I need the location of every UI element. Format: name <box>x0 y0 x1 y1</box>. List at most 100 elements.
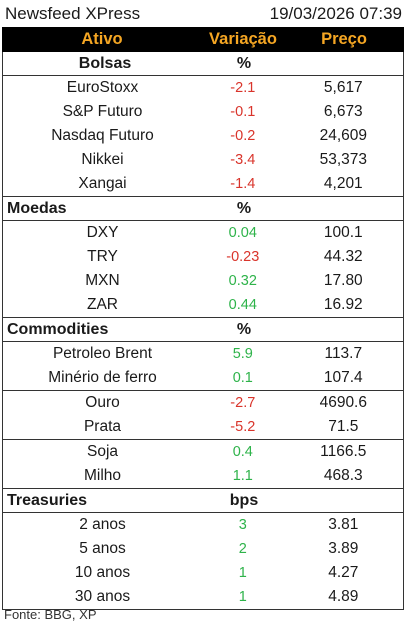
section-unit: % <box>236 320 252 338</box>
section-title: Moedas <box>7 199 67 217</box>
change-value: 2 <box>238 541 247 557</box>
change-value: -0.2 <box>230 128 256 144</box>
column-header-row: Ativo Variação Preço <box>2 27 404 52</box>
asset-name: Prata <box>83 418 122 435</box>
price-value: 4,201 <box>323 175 363 192</box>
asset-name: 5 anos <box>79 540 126 557</box>
price-value: 4.89 <box>328 588 359 605</box>
asset-name: Milho <box>83 467 122 484</box>
change-value: 0.1 <box>232 370 253 386</box>
price-value: 3.81 <box>328 516 359 533</box>
change-value: 0.4 <box>232 444 253 460</box>
timestamp: 19/03/2026 07:39 <box>269 3 402 23</box>
section-moedas: Moedas% DXY 0.04 100.1 TRY -0.23 44.32 MXN 0.32 1… <box>2 197 404 318</box>
section-unit: % <box>236 54 252 72</box>
price-value: 100.1 <box>323 224 363 241</box>
change-value: 5.9 <box>232 346 253 362</box>
price-value: 5,617 <box>323 79 363 96</box>
price-value: 3.89 <box>328 540 359 557</box>
column-header-change: Variação <box>209 30 277 48</box>
table-row: Nasdaq Futuro -0.2 24,609 <box>3 124 403 148</box>
section-title-row: Bolsas% <box>3 52 403 76</box>
asset-name: 30 anos <box>74 588 131 605</box>
price-value: 71.5 <box>328 418 359 435</box>
source-footnote: Fonte: BBG, XP <box>4 607 97 622</box>
table-row: 2 anos 3 3.81 <box>3 513 403 537</box>
change-value: 0.32 <box>228 273 257 289</box>
section-title: Bolsas <box>78 54 132 72</box>
table-row: TRY -0.23 44.32 <box>3 245 403 269</box>
table-row: 30 anos 1 4.89 <box>3 585 403 609</box>
price-value: 4690.6 <box>319 394 367 411</box>
asset-name: 10 anos <box>74 564 131 581</box>
section-title: Treasuries <box>7 491 88 509</box>
asset-name: Minério de ferro <box>48 369 157 386</box>
asset-name: 2 anos <box>79 516 126 533</box>
asset-name: DXY <box>86 224 119 241</box>
section-title: Commodities <box>7 320 109 338</box>
asset-name: Xangai <box>78 175 127 192</box>
column-header-asset: Ativo <box>81 30 123 48</box>
section-commodities: Commodities% Petroleo Brent 5.9 113.7 Minéri… <box>2 318 404 489</box>
change-value: 1 <box>238 589 247 605</box>
price-value: 16.92 <box>323 296 363 313</box>
price-value: 6,673 <box>323 103 363 120</box>
section-title-row: Treasuries bps <box>3 489 403 513</box>
price-value: 4.27 <box>328 564 359 581</box>
asset-name: Petroleo Brent <box>52 345 153 362</box>
table-row: ZAR 0.44 16.92 <box>3 293 403 317</box>
change-value: -2.1 <box>230 80 256 96</box>
price-value: 1166.5 <box>320 443 367 460</box>
asset-name: TRY <box>87 248 118 265</box>
asset-name: Ouro <box>85 394 120 411</box>
table-row: 5 anos 2 3.89 <box>3 537 403 561</box>
section-unit: bps <box>229 491 259 509</box>
change-value: -0.1 <box>230 104 256 120</box>
table-row: Milho 1.1 468.3 <box>3 464 403 488</box>
table-row: Ouro -2.7 4690.6 <box>3 390 403 415</box>
table-row: 10 anos 1 4.27 <box>3 561 403 585</box>
section-treasuries: Treasuries bps 2 anos 3 3.81 5 anos 2 3.89 10 an… <box>2 489 404 610</box>
column-header-price: Preço <box>321 30 367 48</box>
change-value: 0.44 <box>228 297 257 313</box>
header-bar: Newsfeed XPress 19/03/2026 07:39 <box>2 0 404 27</box>
price-value: 44.32 <box>323 248 363 265</box>
asset-name: ZAR <box>87 296 118 313</box>
table-row: DXY 0.04 100.1 <box>3 221 403 245</box>
change-value: -5.2 <box>230 419 256 435</box>
table-row: Xangai -1.4 4,201 <box>3 172 403 196</box>
sections-container: Bolsas% EuroStoxx -2.1 5,617 S&P Futuro -0.1 6… <box>2 52 404 610</box>
section-title-row: Commodities% <box>3 318 403 342</box>
change-value: -2.7 <box>230 395 256 411</box>
asset-name: MXN <box>85 272 120 289</box>
change-value: -0.23 <box>226 249 260 265</box>
section-unit: % <box>236 199 252 217</box>
price-value: 107.4 <box>323 369 363 386</box>
change-value: -1.4 <box>230 176 256 192</box>
market-table: Newsfeed XPress 19/03/2026 07:39 Ativo V… <box>2 0 404 610</box>
table-row: Nikkei -3.4 53,373 <box>3 148 403 172</box>
price-value: 468.3 <box>323 467 363 484</box>
asset-name: EuroStoxx <box>66 79 139 96</box>
asset-name: Soja <box>86 443 119 460</box>
change-value: 3 <box>238 517 247 533</box>
price-value: 113.7 <box>324 345 363 362</box>
table-row: EuroStoxx -2.1 5,617 <box>3 76 403 100</box>
table-row: Minério de ferro 0.1 107.4 <box>3 366 403 390</box>
table-row: Soja 0.4 1166.5 <box>3 439 403 464</box>
price-value: 53,373 <box>319 151 367 168</box>
change-value: 0.04 <box>228 225 257 241</box>
section-bolsas: Bolsas% EuroStoxx -2.1 5,617 S&P Futuro -0.1 6… <box>2 52 404 197</box>
asset-name: Nikkei <box>81 151 124 168</box>
price-value: 17.80 <box>323 272 363 289</box>
table-row: Petroleo Brent 5.9 113.7 <box>3 342 403 366</box>
feed-title: Newsfeed XPress <box>5 3 141 23</box>
table-row: S&P Futuro -0.1 6,673 <box>3 100 403 124</box>
asset-name: S&P Futuro <box>62 103 143 120</box>
price-value: 24,609 <box>319 127 367 144</box>
table-row: MXN 0.32 17.80 <box>3 269 403 293</box>
section-title-row: Moedas% <box>3 197 403 221</box>
change-value: 1.1 <box>232 468 253 484</box>
change-value: 1 <box>238 565 247 581</box>
change-value: -3.4 <box>230 152 256 168</box>
